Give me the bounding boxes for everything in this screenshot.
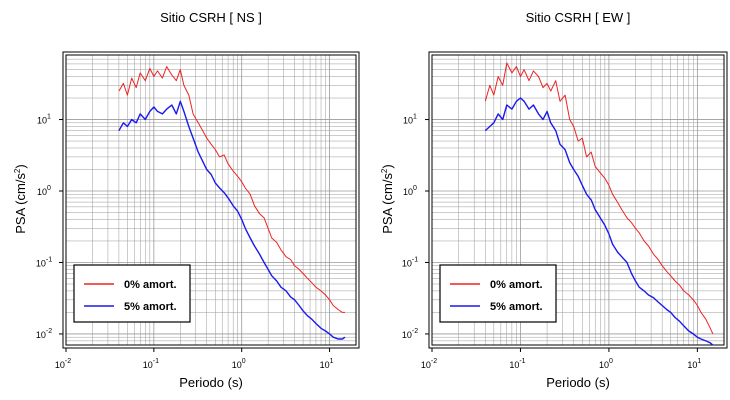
chart-ns-title: Sitio CSRH [ NS ]: [160, 10, 262, 25]
y-tick-exp: 1: [47, 114, 51, 121]
chart-ns: Sitio CSRH [ NS ] 10-2 10-1 100 10110-210-1…: [13, 10, 360, 390]
chart-ew-ylabel-main: PSA (cm/s: [380, 173, 395, 234]
legend-box: [73, 264, 191, 323]
x-tick-exp: 0: [242, 358, 246, 365]
legend-box: [439, 264, 557, 323]
chart-ew-frame-outer: [428, 51, 728, 349]
y-tick-exp: -2: [412, 328, 418, 335]
x-tick-exp: -1: [519, 358, 525, 365]
x-tick-exp: 1: [330, 358, 334, 365]
y-tick-base: 10: [402, 258, 412, 268]
x-tick-base: 10: [687, 360, 697, 370]
x-tick-label-1: 10-1: [143, 358, 159, 370]
y-tick-label-1: 10-1: [36, 256, 52, 268]
x-tick-base: 10: [232, 360, 242, 370]
chart-ew-xlabel: Periodo (s): [546, 375, 610, 390]
y-tick-label-0: 10-2: [402, 328, 418, 340]
chart-ns-ylabel-close: ): [13, 164, 28, 168]
x-tick-label-0: 10-2: [55, 358, 71, 370]
x-tick-base: 10: [320, 360, 330, 370]
y-tick-label-1: 10-1: [402, 256, 418, 268]
x-tick-base: 10: [55, 360, 65, 370]
chart-ew-ylabel-close: ): [380, 164, 395, 168]
x-tick-base: 10: [509, 360, 519, 370]
legend-label-1: 5% amort.: [490, 301, 543, 313]
x-tick-label-0: 10-2: [421, 358, 437, 370]
chart-ew-title: Sitio CSRH [ EW ]: [526, 10, 631, 25]
x-tick-base: 10: [599, 360, 609, 370]
x-tick-label-3: 101: [320, 358, 334, 370]
y-tick-base: 10: [36, 258, 46, 268]
x-tick-exp: 0: [609, 358, 613, 365]
x-tick-label-2: 100: [599, 358, 613, 370]
y-tick-exp: -1: [412, 256, 418, 263]
x-tick-base: 10: [421, 360, 431, 370]
y-tick-label-2: 100: [403, 185, 417, 197]
y-tick-label-2: 100: [37, 185, 51, 197]
x-tick-label-3: 101: [687, 358, 701, 370]
y-tick-base: 10: [402, 330, 412, 340]
x-tick-base: 10: [143, 360, 153, 370]
y-tick-base: 10: [403, 187, 413, 197]
chart-ns-frame: [65, 54, 357, 346]
y-tick-label-0: 10-2: [36, 328, 52, 340]
y-tick-base: 10: [37, 187, 47, 197]
chart-ns-legend: 0% amort. 5% amort.: [73, 264, 191, 323]
x-tick-exp: 1: [697, 358, 701, 365]
y-tick-exp: -2: [46, 328, 52, 335]
y-tick-exp: 0: [413, 185, 417, 192]
x-tick-exp: -1: [153, 358, 159, 365]
y-tick-exp: -1: [46, 256, 52, 263]
series-line-undamped: [484, 62, 714, 335]
chart-ew-ylabel-sup: 2: [380, 168, 389, 173]
y-tick-label-3: 101: [403, 114, 417, 126]
series-line-damped: [118, 100, 346, 340]
y-tick-base: 10: [403, 116, 413, 126]
chart-ew: Sitio CSRH [ EW ] 10-2 10-1 100 10110-210-1…: [380, 10, 728, 390]
x-tick-exp: -2: [65, 358, 71, 365]
chart-ew-legend: 0% amort. 5% amort.: [439, 264, 557, 323]
legend-label-0: 0% amort.: [490, 279, 543, 291]
y-tick-exp: 1: [413, 114, 417, 121]
legend-label-0: 0% amort.: [124, 279, 177, 291]
chart-ew-frame: [431, 54, 725, 346]
chart-ns-ylabel: PSA (cm/s2): [13, 164, 28, 233]
chart-ns-ylabel-main: PSA (cm/s: [13, 173, 28, 234]
chart-ns-ylabel-sup: 2: [13, 168, 22, 173]
chart-ns-frame-outer: [62, 51, 360, 349]
x-tick-exp: -2: [431, 358, 437, 365]
x-tick-label-2: 100: [232, 358, 246, 370]
y-tick-label-3: 101: [37, 114, 51, 126]
x-tick-label-1: 10-1: [509, 358, 525, 370]
y-tick-base: 10: [37, 116, 47, 126]
series-line-undamped: [118, 66, 345, 313]
chart-ew-ylabel: PSA (cm/s2): [380, 164, 395, 233]
chart-ns-xlabel: Periodo (s): [179, 375, 243, 390]
series-line-damped: [484, 97, 714, 346]
legend-label-1: 5% amort.: [124, 301, 177, 313]
y-tick-exp: 0: [47, 185, 51, 192]
y-tick-base: 10: [36, 330, 46, 340]
